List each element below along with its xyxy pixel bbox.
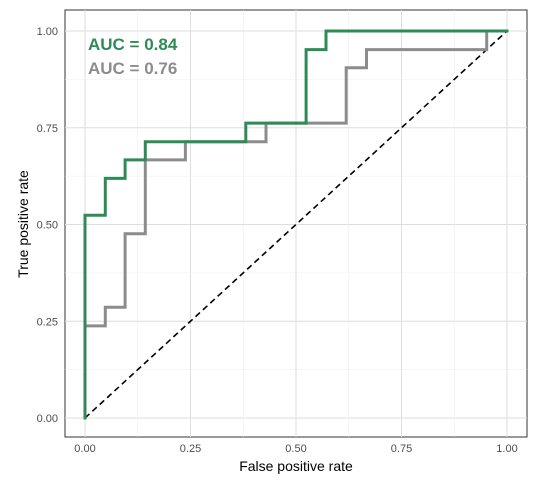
y-tick-label: 0.50	[37, 220, 58, 232]
y-tick-label: 0.25	[37, 316, 58, 328]
series-group	[83, 29, 509, 420]
x-tick-label: 0.00	[74, 443, 95, 455]
y-tick-labels: 0.00 0.25 0.50 0.75 1.00	[37, 26, 58, 425]
auc-annotations: AUC = 0.84 AUC = 0.76	[88, 35, 178, 78]
auc-annotation: AUC = 0.84	[88, 35, 178, 54]
x-tick-labels: 0.00 0.25 0.50 0.75 1.00	[74, 443, 517, 455]
y-tick-label: 1.00	[37, 26, 58, 38]
reference-diagonal-line	[84, 30, 508, 419]
x-axis-title: False positive rate	[239, 458, 353, 474]
x-tick-label: 0.50	[285, 443, 306, 455]
reference-line-group	[84, 30, 508, 419]
y-tick-label: 0.00	[37, 413, 58, 425]
x-tick-label: 0.75	[391, 443, 412, 455]
x-tick-label: 0.25	[180, 443, 201, 455]
y-axis-title: True positive rate	[15, 170, 31, 278]
x-tick-label: 1.00	[496, 443, 517, 455]
y-tick-label: 0.75	[37, 123, 58, 135]
auc-annotation: AUC = 0.76	[88, 59, 177, 78]
roc-curve-1	[83, 29, 509, 420]
